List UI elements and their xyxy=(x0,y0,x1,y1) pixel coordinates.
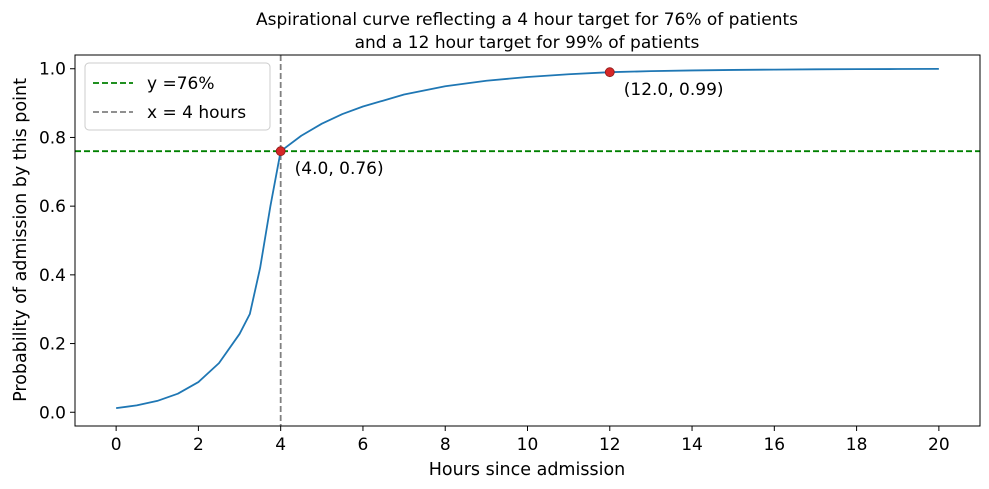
y-tick-label: 0.0 xyxy=(39,403,66,423)
highlight-point xyxy=(604,67,615,78)
legend-entry-vertical: x = 4 hours xyxy=(147,103,246,123)
chart-title-line-2: and a 12 hour target for 99% of patients xyxy=(355,33,700,53)
legend-box xyxy=(84,62,271,131)
y-tick-label: 1.0 xyxy=(39,60,66,80)
x-tick-label: 0 xyxy=(111,435,122,455)
plot-area: (4.0, 0.76) (12.0, 0.99) xyxy=(75,55,980,426)
y-axis: 0.0 0.2 0.4 0.6 0.8 1.0 xyxy=(39,60,75,423)
x-tick-label: 10 xyxy=(517,435,539,455)
chart-title-line-1: Aspirational curve reflecting a 4 hour t… xyxy=(256,10,798,30)
series-line xyxy=(116,68,939,410)
highlight-point xyxy=(275,146,286,157)
x-tick-label: 6 xyxy=(358,435,369,455)
y-tick-label: 0.6 xyxy=(39,197,66,217)
x-axis-label: Hours since admission xyxy=(429,460,626,480)
point-annotation: (4.0, 0.76) xyxy=(295,159,384,179)
x-tick-label: 4 xyxy=(275,435,286,455)
x-tick-label: 18 xyxy=(846,435,868,455)
point-annotation: (12.0, 0.99) xyxy=(624,80,724,100)
x-axis: 0 2 4 6 8 10 12 14 16 18 20 xyxy=(111,426,950,455)
x-tick-label: 2 xyxy=(193,435,204,455)
x-tick-label: 14 xyxy=(681,435,703,455)
x-tick-label: 12 xyxy=(599,435,621,455)
y-tick-label: 0.4 xyxy=(39,266,66,286)
y-axis-label: Probability of admission by this point xyxy=(11,78,31,402)
y-tick-label: 0.8 xyxy=(39,128,66,148)
x-tick-label: 20 xyxy=(928,435,950,455)
x-tick-label: 16 xyxy=(763,435,785,455)
x-tick-label: 8 xyxy=(440,435,451,455)
legend: y =76% x = 4 hours xyxy=(84,62,271,131)
y-tick-label: 0.2 xyxy=(39,335,66,355)
plot-frame xyxy=(74,54,981,427)
legend-entry-horizontal: y =76% xyxy=(147,74,215,94)
